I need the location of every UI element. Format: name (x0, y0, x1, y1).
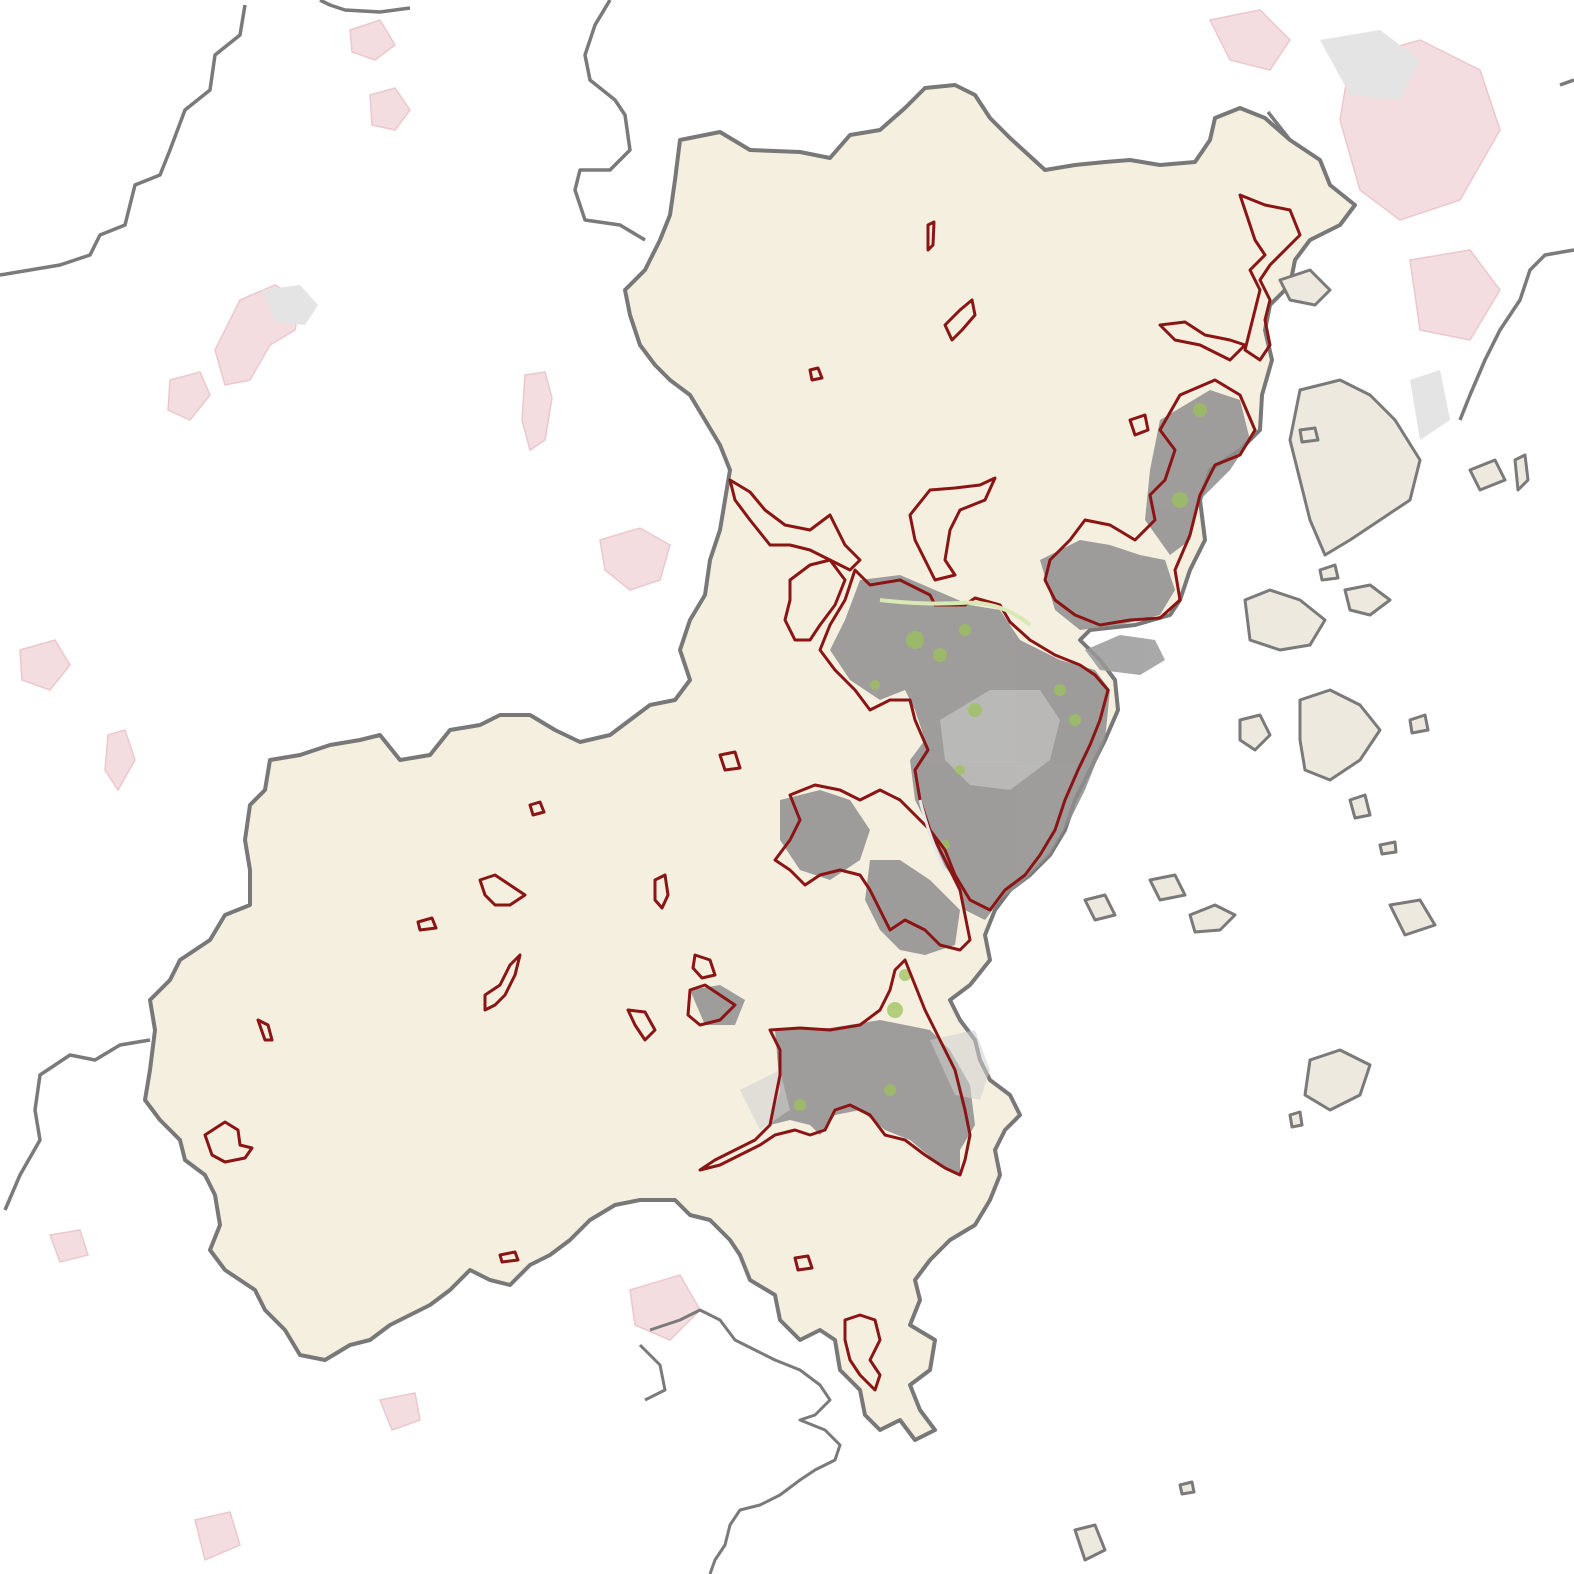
urban-cluster-coast-north (1043, 378, 1257, 627)
urban-cluster-inland-h (416, 916, 438, 932)
urban-cluster-inland-i (256, 1018, 274, 1042)
mid-urban-south (865, 860, 960, 955)
green-space-layer (794, 403, 1207, 1111)
urban-cluster-central (773, 783, 972, 952)
urban-cluster-inland-a (478, 873, 527, 907)
urban-cluster-inland-e (691, 953, 717, 980)
urban-cluster-inland-f (718, 750, 742, 772)
island-group-h (1388, 898, 1437, 937)
river (879, 598, 1032, 627)
inland-urban-a (690, 985, 745, 1025)
south-coastline-layer (638, 1308, 842, 1574)
island-group-q (1073, 1523, 1107, 1562)
southern-urban-core (770, 1020, 975, 1175)
urban-cluster-inland-b (483, 953, 522, 1012)
island-group-i (1083, 893, 1117, 922)
island-group-b (1343, 583, 1392, 617)
urban-cluster-north-c (808, 366, 824, 382)
coast-urban-north (1145, 390, 1250, 555)
urban-cluster-east-arm (1158, 320, 1247, 362)
island-group-p (1178, 1480, 1196, 1496)
urban-cluster-southwest (203, 1120, 254, 1164)
urban-cluster-northwest-arm (728, 478, 862, 572)
island-group-o (1288, 1110, 1304, 1129)
river-north-urban (1040, 540, 1175, 630)
island-group-d (1238, 713, 1272, 752)
urban-cluster-inland-c (653, 873, 670, 910)
urban-cluster-east-b (1128, 413, 1150, 437)
urban-cluster-south-b (793, 1254, 814, 1272)
island-group-m (1298, 426, 1320, 444)
urban-cluster-southern (698, 958, 972, 1177)
urban-cluster-inland-j (626, 1008, 657, 1042)
mid-urban-west (780, 790, 870, 880)
island-group-t (1408, 713, 1430, 735)
urban-cluster-north-spur (908, 476, 997, 582)
island-group-g (1188, 903, 1237, 934)
island-group-l (1513, 453, 1530, 492)
admin-boundary-layer (0, 0, 1574, 1211)
island-group-k (1468, 458, 1507, 492)
urban-cluster-main-north (818, 568, 1110, 912)
island-group-n (1318, 563, 1340, 582)
urban-cluster-inland-d (686, 983, 737, 1027)
urban-cluster-layer[interactable] (203, 193, 1302, 1392)
urban-cluster-north-a (943, 298, 977, 342)
river-layer (879, 598, 1032, 871)
island-layer (1073, 268, 1530, 1562)
neighbour-built-up-layer (262, 30, 1450, 440)
study-region-fill[interactable] (143, 83, 1357, 1442)
urban-cluster-south-tip (843, 1313, 882, 1392)
island-group-e (1303, 1048, 1372, 1112)
faint-settlement-layer (19, 9, 1501, 1562)
island-group-a (1243, 588, 1327, 652)
island-group-r (1348, 793, 1372, 820)
island-group-s (1378, 840, 1398, 856)
island-group-c (1298, 688, 1382, 782)
urban-cluster-north-b (926, 220, 936, 252)
urban-cluster-south-a (498, 1250, 520, 1264)
river-south (918, 799, 947, 871)
urban-cluster-west-arm (783, 558, 847, 642)
study-region[interactable] (143, 83, 1357, 1442)
island-large-east (1288, 378, 1422, 557)
island-group-f (1148, 873, 1187, 902)
urban-cluster-inland-g (528, 800, 546, 817)
island-group-j (1278, 268, 1332, 307)
urban-cluster-northeast (1238, 193, 1302, 362)
island-bar (1085, 635, 1165, 675)
